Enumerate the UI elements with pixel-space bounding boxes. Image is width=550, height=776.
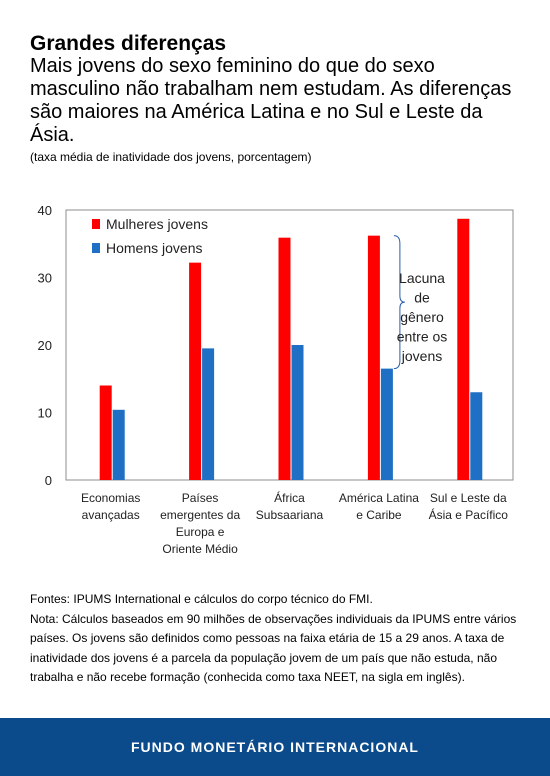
- x-tick-label-line: Ásia e Pacífico: [429, 507, 509, 522]
- bar: [112, 409, 125, 480]
- bar-chart: 0 10 20 30 40 Economias avançadas Países emergen…: [38, 203, 514, 556]
- y-tick-label: 20: [38, 338, 52, 353]
- annotation-line: gênero: [400, 309, 444, 325]
- footer-label: FUNDO MONETÁRIO INTERNACIONAL: [131, 739, 419, 755]
- x-tick-label-line: Economias: [81, 491, 140, 505]
- sources-note: Fontes: IPUMS International e cálculos d…: [30, 592, 373, 606]
- legend-swatch: [92, 219, 100, 229]
- x-tick-label-line: Países: [182, 491, 219, 505]
- bar: [457, 218, 470, 480]
- bar: [99, 385, 112, 480]
- methodology-note: Nota: Cálculos baseados em 90 milhões de…: [30, 611, 517, 685]
- x-tick-label-line: Oriente Médio: [162, 542, 238, 556]
- annotation-line: entre os: [397, 329, 448, 345]
- y-tick-label: 10: [38, 406, 52, 421]
- legend-label: Homens jovens: [106, 240, 203, 256]
- bar: [278, 237, 291, 480]
- footer-bar: FUNDO MONETÁRIO INTERNACIONAL: [0, 718, 550, 776]
- bar: [291, 345, 304, 480]
- x-tick-label-line: Subsaariana: [256, 508, 324, 522]
- legend-label: Mulheres jovens: [106, 216, 208, 232]
- x-tick-label: África Subsaariana: [256, 490, 324, 522]
- x-tick-label-line: América Latina: [339, 491, 419, 505]
- bar: [380, 368, 393, 480]
- x-tick-label-line: emergentes da: [160, 508, 240, 522]
- x-tick-label-line: Sul e Leste da: [430, 491, 507, 505]
- chart-title: Grandes diferenças: [30, 32, 227, 55]
- x-tick-label-line: África: [274, 490, 305, 505]
- legend-swatch: [92, 243, 100, 253]
- x-tick-label-line: Europa e: [176, 525, 225, 539]
- chart-subtitle: Mais jovens do sexo feminino do que do s…: [30, 55, 512, 146]
- y-tick-label: 40: [38, 203, 52, 218]
- gap-bracket: [393, 235, 405, 370]
- annotation-line: de: [414, 290, 430, 306]
- bar: [202, 348, 215, 480]
- bar: [367, 235, 380, 480]
- annotation-line: jovens: [401, 348, 442, 364]
- notes: Fontes: IPUMS International e cálculos d…: [30, 590, 530, 688]
- annotation-text: Lacuna de gênero entre os jovens: [397, 270, 448, 364]
- x-tick-label-line: avançadas: [82, 508, 140, 522]
- bar: [470, 392, 483, 480]
- x-tick-label: Sul e Leste da Ásia e Pacífico: [429, 491, 509, 522]
- y-tick-label: 30: [38, 271, 52, 286]
- annotation-line: Lacuna: [399, 270, 445, 286]
- x-tick-label-line: e Caribe: [356, 508, 402, 522]
- bar: [189, 262, 202, 480]
- x-tick-label: Países emergentes da Europa e Oriente Médio: [160, 491, 240, 556]
- x-tick-label: América Latina e Caribe: [339, 491, 419, 522]
- y-tick-label: 0: [45, 473, 52, 488]
- x-tick-label: Economias avançadas: [81, 491, 140, 522]
- units-note: (taxa média de inatividade dos jovens, p…: [30, 150, 312, 164]
